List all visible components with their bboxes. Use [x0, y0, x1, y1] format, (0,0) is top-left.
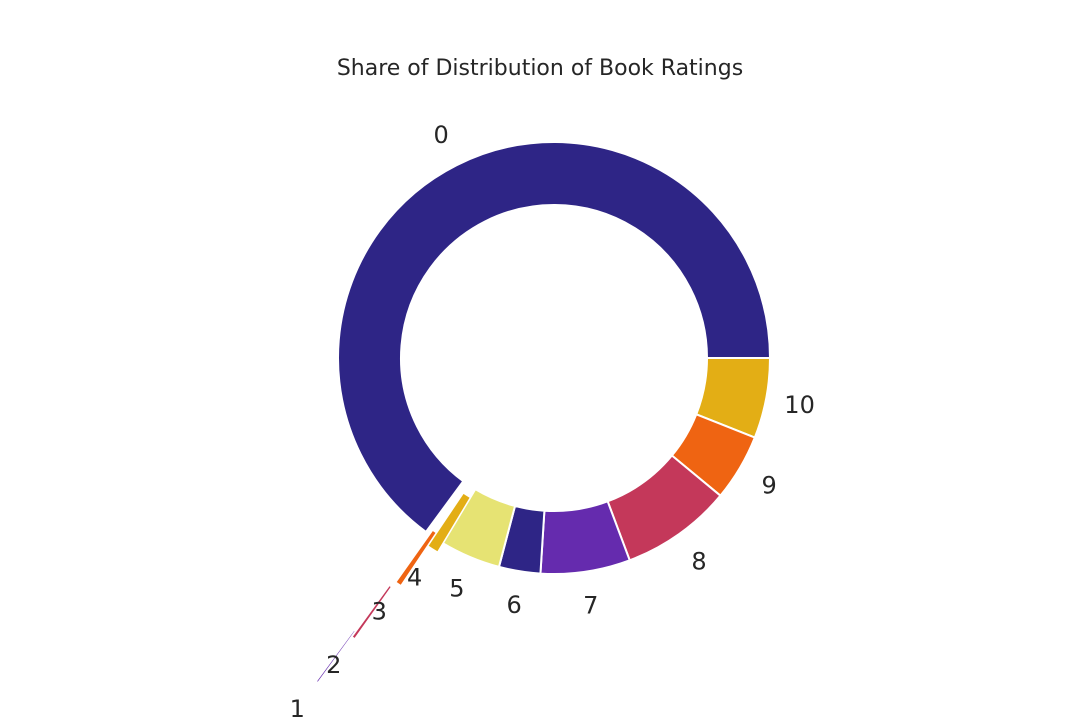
slice-4 [427, 493, 471, 553]
chart-title: Share of Distribution of Book Ratings [336, 56, 744, 81]
slice-label-1: 1 [290, 695, 305, 720]
slice-label-5: 5 [449, 574, 464, 602]
slice-label-10: 10 [784, 391, 815, 419]
slice-5 [441, 487, 517, 569]
slice-label-9: 9 [762, 471, 777, 499]
slice-label-4: 4 [407, 564, 422, 592]
slice-0 [337, 141, 772, 534]
slice-label-2: 2 [326, 651, 341, 679]
slices-layer [316, 141, 772, 683]
slice-3 [395, 530, 437, 586]
slice-label-8: 8 [691, 548, 706, 576]
slice-label-3: 3 [372, 598, 387, 626]
slice-label-7: 7 [583, 591, 598, 619]
slice-2 [352, 585, 392, 639]
slice-label-6: 6 [506, 591, 521, 619]
slice-label-0: 0 [434, 121, 449, 149]
slice-1 [316, 630, 356, 683]
